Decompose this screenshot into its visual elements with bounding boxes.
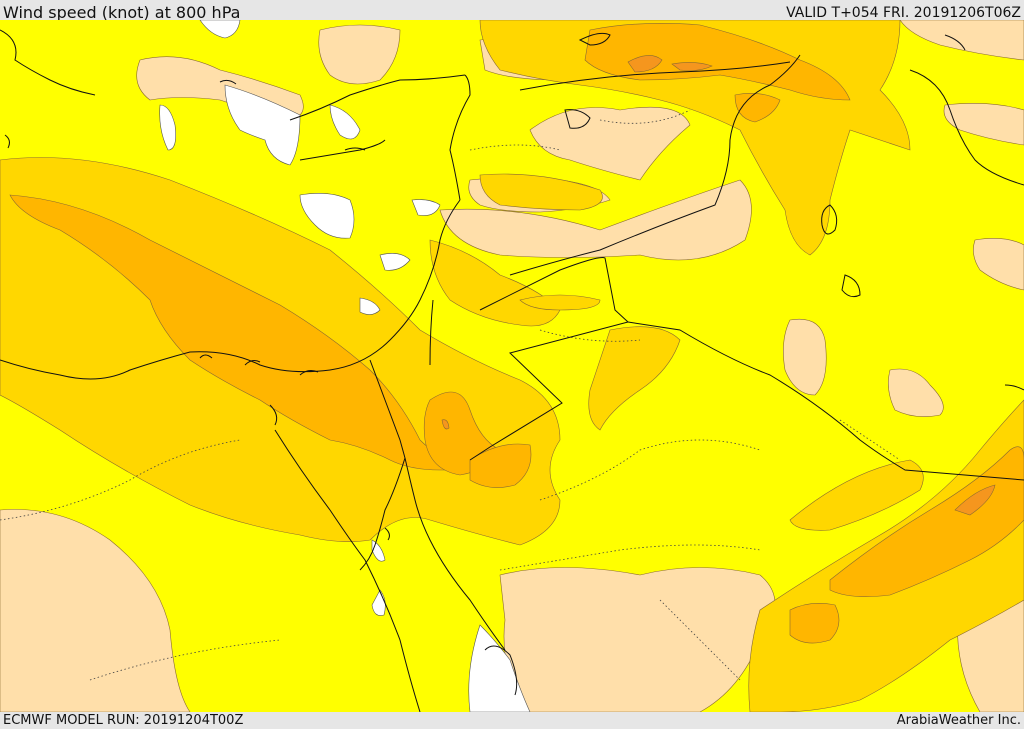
valid-time: VALID T+054 FRI. 20191206T06Z: [786, 5, 1021, 21]
islands-outlines: [4, 79, 390, 541]
orange-band-areas: [9, 23, 1024, 644]
model-run-label: ECMWF MODEL RUN: 20191204T00Z: [3, 713, 244, 728]
dark-orange-band-areas: [441, 55, 996, 516]
admin-boundaries: [0, 109, 901, 681]
footer-bar: ECMWF MODEL RUN: 20191204T00Z ArabiaWeat…: [0, 712, 1024, 729]
white-band-areas: [159, 20, 531, 712]
credit-label: ArabiaWeather Inc.: [896, 713, 1021, 728]
weather-map[interactable]: [0, 20, 1024, 712]
coastlines-borders: [0, 29, 1024, 712]
header-bar: Wind speed (knot) at 800 hPa VALID T+054…: [0, 0, 1024, 22]
map-title: Wind speed (knot) at 800 hPa: [3, 3, 241, 22]
